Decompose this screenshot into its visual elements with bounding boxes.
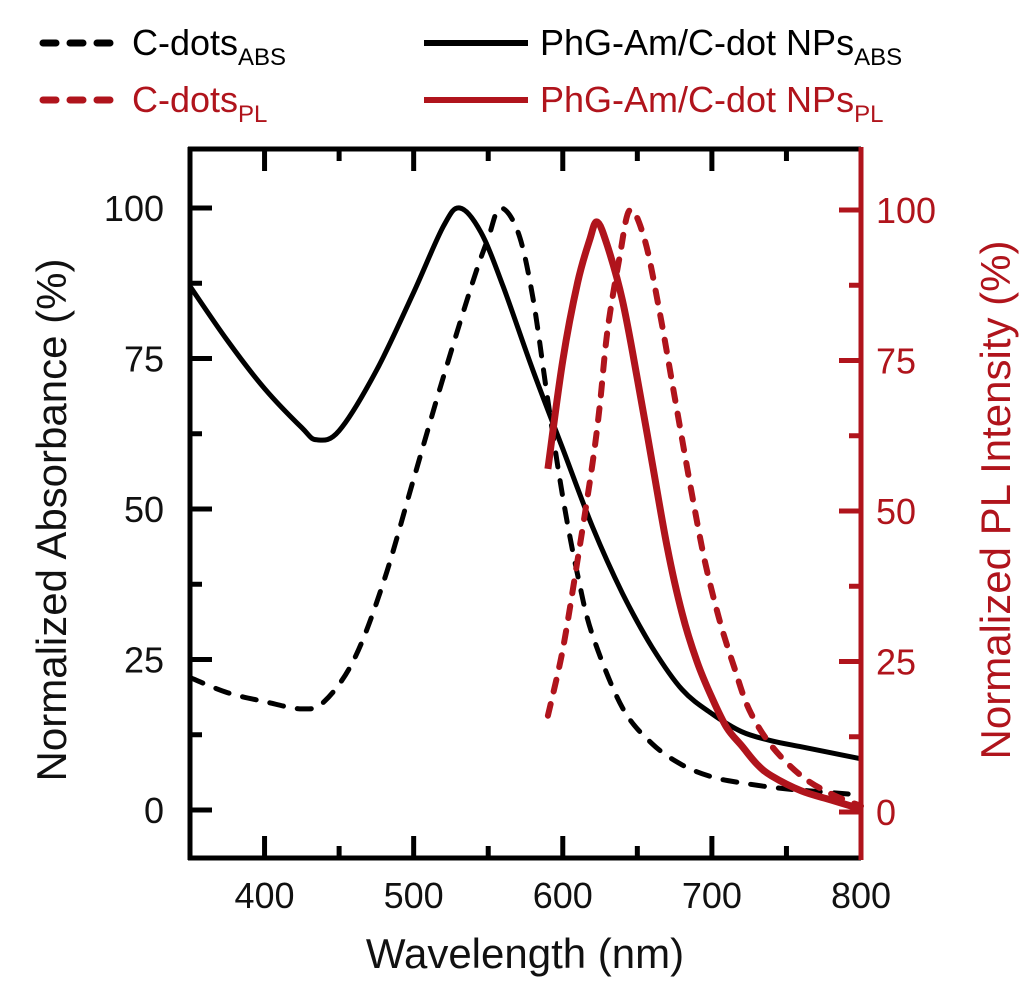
legend-label-subscript-2: PL — [238, 101, 267, 128]
y-right-tick-label-25: 25 — [876, 642, 916, 683]
legend-label-main-3: PhG-Am/C-dot NPs — [540, 79, 854, 120]
legend-label-0: C-dotsABS — [132, 22, 286, 71]
series-line-phg-am-c-dot-nps-abs — [187, 205, 862, 762]
y-left-tick-label-75: 75 — [124, 339, 164, 380]
y-right-tick-label-75: 75 — [876, 341, 916, 382]
series-line-c-dots-abs — [187, 205, 864, 798]
legend-label-main-1: PhG-Am/C-dot NPs — [540, 22, 854, 63]
labels-layer: 400 500 600 700 800 0 25 50 75 100 0 25 50 75 100 Wavel… — [28, 188, 1019, 977]
legend-label-main-0: C-dots — [132, 22, 238, 63]
y-left-axis-title: Normalized Absorbance (%) — [28, 259, 75, 782]
legend-label-2: C-dotsPL — [132, 79, 267, 128]
x-axis-title: Wavelength (nm) — [366, 930, 684, 977]
legend-label-subscript-0: ABS — [238, 44, 286, 71]
ticks-layer — [190, 149, 861, 858]
legend-label-main-2: C-dots — [132, 79, 238, 120]
series-line-c-dots-pl — [544, 206, 864, 809]
x-tick-label-800: 800 — [831, 875, 891, 916]
legend-label-subscript-1: ABS — [854, 44, 902, 71]
y-right-tick-label-50: 50 — [876, 491, 916, 532]
x-tick-label-600: 600 — [533, 875, 593, 916]
series-line-phg-am-c-dot-nps-pl — [544, 218, 863, 813]
y-right-tick-label-100: 100 — [876, 190, 936, 231]
x-tick-label-700: 700 — [682, 875, 742, 916]
x-tick-label-500: 500 — [384, 875, 444, 916]
legend-label-subscript-3: PL — [854, 101, 883, 128]
y-right-tick-label-0: 0 — [876, 792, 896, 833]
frame-layer — [187, 146, 864, 861]
y-left-tick-label-50: 50 — [124, 489, 164, 530]
legend-label-3: PhG-Am/C-dot NPsPL — [540, 79, 883, 128]
series-layer — [187, 205, 864, 813]
y-right-axis-title: Normalized PL Intensity (%) — [972, 241, 1019, 760]
y-left-tick-label-100: 100 — [104, 188, 164, 229]
y-left-tick-label-25: 25 — [124, 640, 164, 681]
y-left-tick-label-0: 0 — [144, 790, 164, 831]
legend-label-1: PhG-Am/C-dot NPsABS — [540, 22, 902, 71]
x-tick-label-400: 400 — [235, 875, 295, 916]
